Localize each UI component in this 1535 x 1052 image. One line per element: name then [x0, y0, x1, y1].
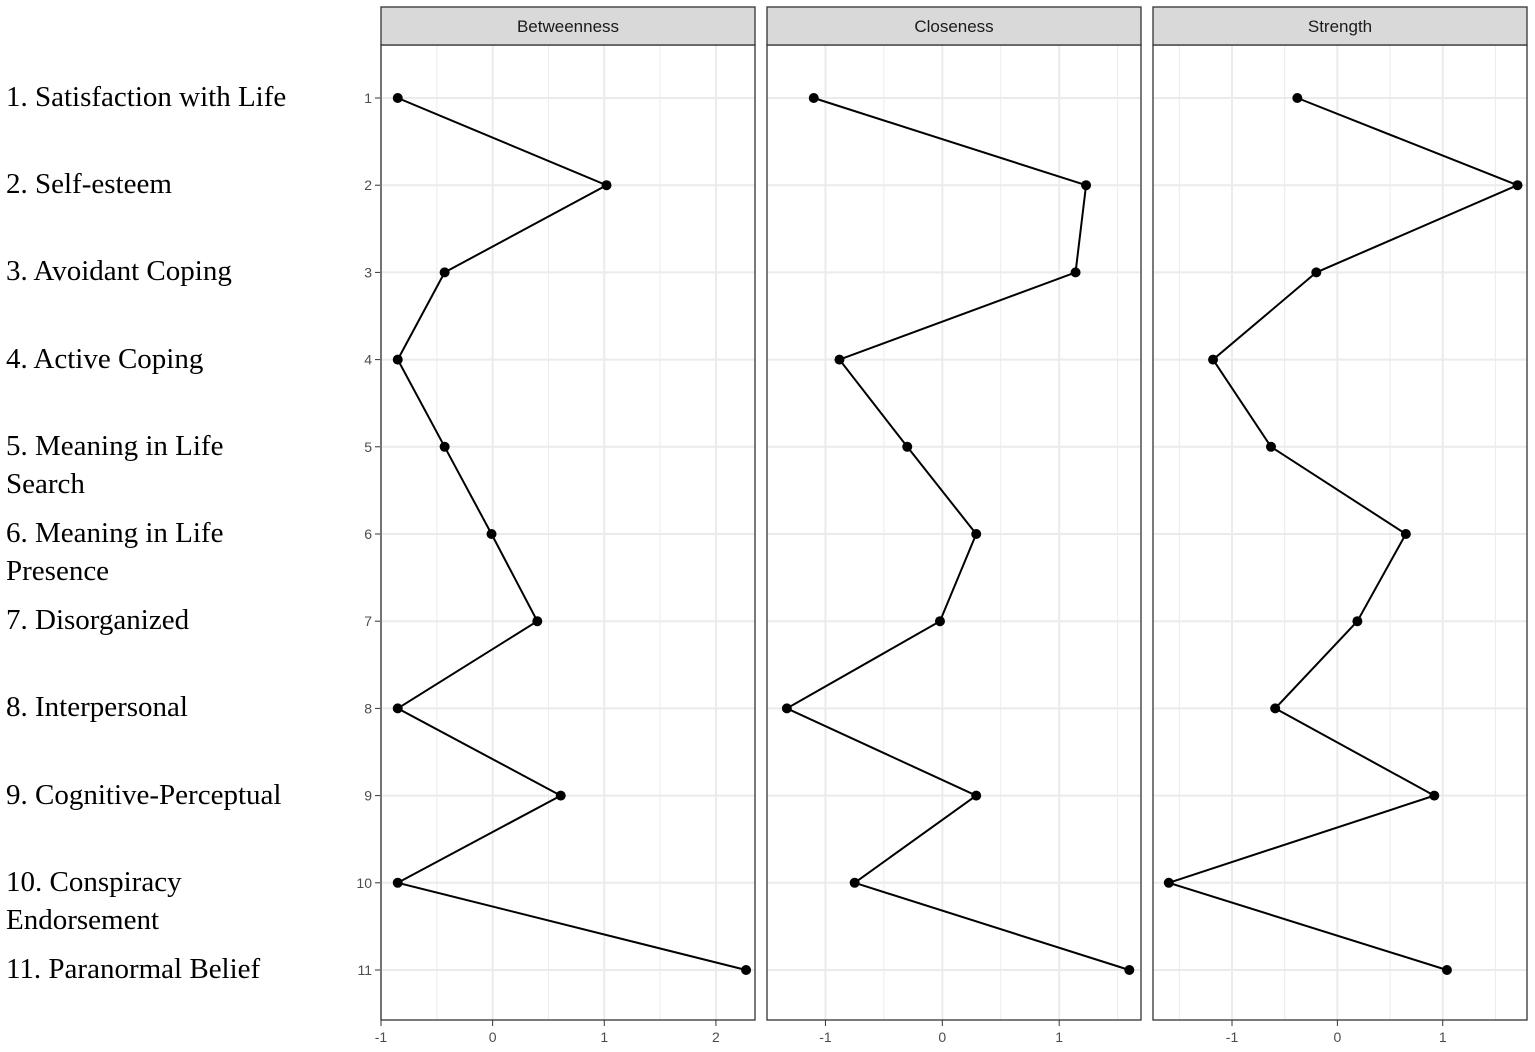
data-point	[741, 965, 752, 975]
x-tick-label: -1	[375, 1029, 388, 1045]
legend-item: 10. Conspiracy Endorsement	[6, 865, 182, 936]
data-point	[1292, 93, 1303, 103]
x-tick-label: 1	[1439, 1029, 1447, 1045]
y-tick-label: 9	[364, 788, 372, 804]
panel-strip	[1152, 6, 1528, 46]
y-tick-label: 5	[364, 439, 372, 455]
x-tick-label: 0	[1333, 1029, 1341, 1045]
data-point	[555, 790, 566, 801]
data-point	[439, 441, 450, 452]
data-point	[392, 877, 403, 888]
legend-item: 1. Satisfaction with Life	[6, 81, 287, 113]
x-tick-label: 0	[938, 1029, 946, 1045]
y-tick-label: 3	[364, 264, 372, 280]
y-tick-label: 4	[364, 352, 372, 368]
legend-item: 7. Disorganized	[6, 604, 190, 637]
data-point	[1441, 965, 1452, 975]
data-point	[1429, 790, 1440, 801]
data-point	[532, 616, 543, 627]
x-tick-label: 2	[712, 1029, 720, 1045]
data-point	[1081, 180, 1092, 191]
y-tick-label: 7	[364, 613, 372, 629]
data-point	[1311, 267, 1322, 278]
x-tick-label: -1	[1226, 1029, 1239, 1045]
legend-item: 6. Meaning in Life Presence	[6, 517, 224, 587]
data-point	[486, 529, 497, 539]
data-point	[1163, 877, 1174, 888]
data-point	[1208, 354, 1219, 365]
data-point	[971, 529, 982, 539]
data-point	[1265, 441, 1276, 452]
data-point	[1352, 616, 1363, 627]
data-point	[902, 441, 913, 452]
y-tick-label: 2	[364, 177, 372, 193]
x-tick-label: 1	[600, 1029, 608, 1045]
data-point	[439, 267, 450, 278]
legend-item: 8. Interpersonal	[6, 691, 188, 724]
panel-strength: Strength -1 0 1	[1152, 6, 1528, 1045]
data-point	[971, 790, 982, 801]
panel-strip	[766, 6, 1142, 46]
x-tick-label: 1	[1055, 1029, 1063, 1045]
data-point	[601, 180, 612, 191]
data-point	[1400, 529, 1411, 539]
legend-item: 2. Self-esteem	[6, 168, 172, 201]
data-point	[781, 703, 792, 714]
legend-item: 9. Cognitive-Perceptual	[6, 778, 282, 811]
data-point	[834, 354, 845, 365]
data-point	[392, 703, 403, 714]
data-point	[1512, 180, 1523, 191]
y-tick-label: 11	[357, 962, 372, 978]
node-legend: 1. Satisfaction with Life 2. Self-esteem 3…	[0, 0, 370, 1052]
x-tick-label: -1	[819, 1029, 832, 1045]
y-tick-label: 6	[364, 526, 372, 542]
data-point	[849, 877, 860, 888]
panel-background	[1153, 45, 1527, 1020]
y-tick-label: 8	[364, 700, 372, 716]
x-tick-label: 0	[489, 1029, 497, 1045]
panel-background	[767, 45, 1141, 1020]
data-point	[1124, 965, 1135, 975]
data-point	[392, 354, 403, 365]
panel-betweenness: Betweenness -1 0 1 2	[375, 6, 756, 1045]
y-axis-tick-labels: 1 2 3 4 5 6 7 8 9 10 11	[356, 90, 381, 978]
panel-strip	[380, 6, 756, 46]
data-point	[808, 93, 819, 103]
data-point	[1070, 267, 1081, 278]
legend-item: 4. Active Coping	[6, 342, 204, 375]
y-tick-label: 1	[364, 90, 372, 106]
y-tick-label: 10	[356, 875, 372, 891]
data-point	[392, 93, 403, 103]
data-point	[934, 616, 945, 627]
data-point	[1270, 703, 1281, 714]
panel-title: Strength	[1308, 17, 1372, 36]
legend-item: 3. Avoidant Coping	[6, 255, 232, 288]
legend-item: 5. Meaning in Life Search	[6, 429, 224, 500]
panel-title: Betweenness	[517, 17, 619, 36]
panel-closeness: Closeness -1 0 1	[766, 6, 1142, 1045]
legend-item: 11. Paranormal Belief	[6, 953, 261, 985]
panel-title: Closeness	[914, 17, 993, 36]
